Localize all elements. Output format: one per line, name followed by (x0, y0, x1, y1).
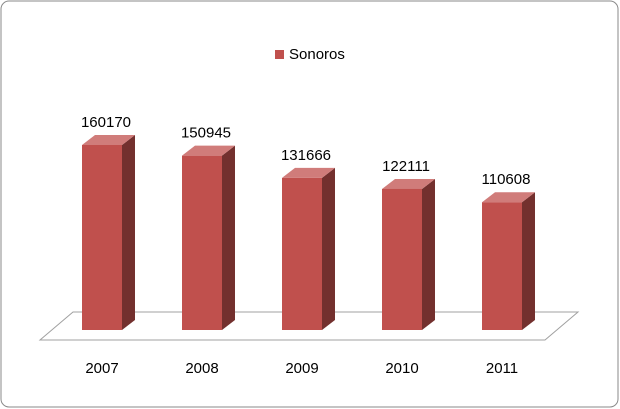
bar-top (82, 135, 135, 145)
value-label: 150945 (181, 125, 231, 142)
bar-side (422, 178, 435, 330)
x-tick-label: 2010 (385, 360, 418, 377)
bar-top (182, 145, 235, 156)
x-tick-label: 2011 (486, 360, 518, 377)
bar-top (482, 192, 535, 203)
bar (82, 145, 122, 330)
legend-swatch (275, 50, 284, 59)
value-label: 122111 (382, 158, 430, 175)
bar-side (122, 135, 135, 330)
value-label: 131666 (281, 147, 331, 164)
bar (282, 177, 322, 330)
bar-top (382, 178, 435, 189)
bar-side (222, 145, 235, 330)
bar (482, 202, 522, 330)
x-tick-label: 2007 (85, 360, 118, 377)
bar (182, 155, 222, 330)
bar (382, 188, 422, 330)
x-tick-label: 2008 (185, 360, 218, 377)
bar-side (322, 167, 335, 330)
bar-top (282, 167, 335, 178)
bar-side (522, 192, 535, 330)
x-tick-label: 2009 (285, 360, 318, 377)
legend-label: Sonoros (289, 46, 345, 63)
value-label: 160170 (81, 114, 131, 131)
value-label: 110608 (482, 171, 531, 188)
